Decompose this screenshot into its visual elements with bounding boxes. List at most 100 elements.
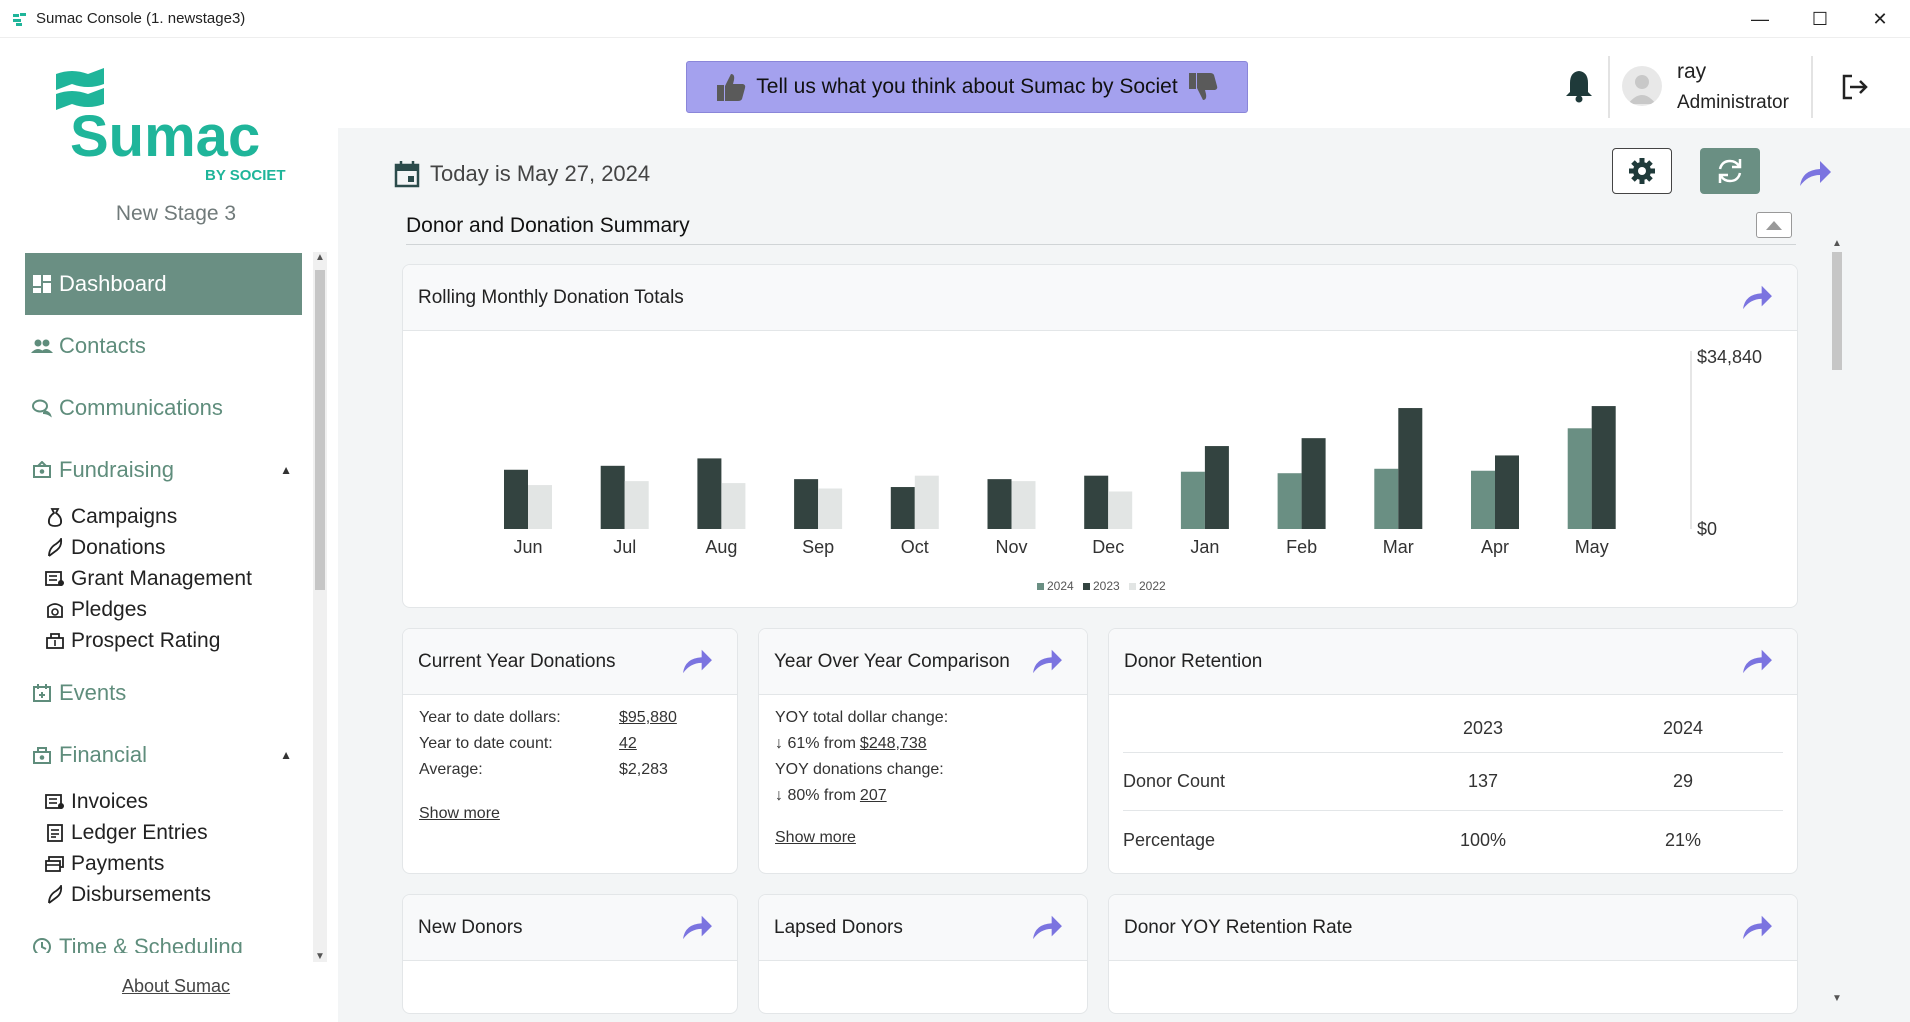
yoy-donations-link[interactable]: 207 [859,787,887,804]
logout-icon[interactable] [1840,72,1870,102]
sumac-logo: Sumac BY SOCIET [52,64,302,184]
donor-retention-card: Donor Retention 2023 2024 Donor Count 13… [1108,628,1798,874]
calendar-icon [394,161,420,188]
sidebar-item-financial[interactable]: Financial [25,724,302,786]
disbursements-icon [45,884,65,905]
current-year-values: Year to date dollars: $95,880 Year to da… [419,705,719,823]
close-button[interactable]: ✕ [1872,8,1888,29]
sidebar-item-events[interactable]: Events [25,662,302,724]
share-icon[interactable] [1741,647,1773,675]
gear-icon [1629,158,1655,184]
chart-bar-2023-Mar [1398,408,1423,529]
scroll-down-arrow-icon[interactable]: ▼ [1832,993,1842,1004]
x-tick-label: Mar [1383,537,1414,557]
pledges-icon [45,600,65,620]
sidebar-scrollbar[interactable]: ▲ ▼ [313,252,327,962]
window-controls: — ☐ ✕ [1730,0,1910,38]
thumbs-up-icon[interactable] [714,70,748,104]
sidebar-item-grant-management[interactable]: Grant Management [25,563,302,594]
logo-brand: Sumac [70,104,260,169]
sidebar-item-donations[interactable]: Donations [25,532,302,563]
share-icon[interactable] [681,913,713,941]
collapse-section-button[interactable] [1756,212,1792,238]
settings-button[interactable] [1612,148,1672,194]
donations-icon [45,537,65,558]
x-tick-label: Apr [1481,537,1509,557]
chart-bar-2024-Mar [1374,468,1399,529]
chart-bar-2023-Sep [794,479,819,529]
chart-bar-2022-Dec [1108,491,1133,529]
scroll-up-arrow-icon[interactable]: ▲ [1832,238,1842,249]
sidebar-item-communications[interactable]: Communications [25,377,302,439]
sidebar-item-pledges[interactable]: Pledges [25,594,302,625]
app-root: Sumac BY SOCIET New Stage 3 Dashboard Co… [0,38,1910,1022]
minimize-button[interactable]: — [1751,8,1769,29]
share-icon[interactable] [1741,913,1773,941]
card-title: Lapsed Donors [774,916,903,938]
card-title: Donor Retention [1124,650,1263,672]
user-name: ray [1677,60,1707,83]
bell-icon[interactable] [1562,68,1596,104]
sidebar-item-disbursements[interactable]: Disbursements [25,879,302,910]
section-title: Donor and Donation Summary [406,214,690,237]
x-tick-label: Aug [705,537,737,557]
ytd-count-link[interactable]: 42 [619,735,637,752]
chevron-up-icon[interactable]: ▲ [280,748,292,762]
chart-bar-2023-Jan [1204,446,1229,529]
show-more-link[interactable]: Show more [775,829,856,846]
chart-bar-2022-Oct [914,475,939,529]
feedback-banner[interactable]: Tell us what you think about Sumac by So… [686,61,1248,113]
new-donors-card: New Donors [402,894,738,1014]
share-icon[interactable] [1031,647,1063,675]
refresh-button[interactable] [1700,148,1760,194]
chart-bar-2023-Apr [1495,455,1519,529]
x-tick-label: Oct [901,537,929,557]
chevron-up-icon[interactable]: ▲ [280,463,292,477]
main-scrollbar[interactable]: ▲ ▼ [1830,238,1844,1004]
retention-table: 2023 2024 Donor Count 137 29 Percentage … [1123,705,1783,869]
legend-swatch [1083,583,1090,590]
app-icon [13,12,26,26]
sidebar-item-invoices[interactable]: Invoices [25,786,302,817]
share-icon[interactable] [681,647,713,675]
scroll-down-arrow-icon[interactable]: ▼ [315,951,325,962]
x-tick-label: Sep [802,537,834,557]
stage-name: New Stage 3 [115,202,237,225]
sidebar-item-prospect-rating[interactable]: Prospect Rating [25,625,302,656]
maximize-button[interactable]: ☐ [1811,8,1829,29]
sidebar-item-label: Contacts [59,333,146,358]
sidebar-item-payments[interactable]: Payments [25,848,302,879]
sidebar-item-fundraising[interactable]: Fundraising [25,439,302,501]
scroll-up-arrow-icon[interactable]: ▲ [315,252,325,263]
today-text: Today is May 27, 2024 [430,161,651,186]
sidebar-item-dashboard[interactable]: Dashboard [25,253,302,315]
sidebar-item-contacts[interactable]: Contacts [25,315,302,377]
ytd-dollars-link[interactable]: $95,880 [619,709,677,726]
retention-col-header: 2023 [1462,718,1504,738]
sidebar-section-fundraising: Fundraising ▲ Campaigns Donations Grant … [25,439,302,656]
sidebar-item-label: Events [59,680,127,705]
invoices-icon [45,792,65,812]
main-scroll-thumb[interactable] [1832,252,1842,370]
sidebar-item-ledger-entries[interactable]: Ledger Entries [25,817,302,848]
refresh-icon [1718,159,1742,183]
sidebar-item-time-scheduling[interactable]: Time & Scheduling [25,916,302,953]
x-tick-label: Dec [1092,537,1124,557]
sidebar-item-campaigns[interactable]: Campaigns [25,501,302,532]
sidebar-item-label: Time & Scheduling [59,934,243,953]
card-header: Donor YOY Retention Rate [1109,895,1797,961]
yoy-dollar-link[interactable]: $248,738 [859,735,927,752]
lapsed-donors-card: Lapsed Donors [758,894,1088,1014]
sidebar-scroll-thumb[interactable] [315,270,325,590]
sidebar-section-financial: Financial ▲ Invoices Ledger Entries Paym… [25,724,302,910]
about-sumac-link[interactable]: About Sumac [121,976,231,996]
share-icon[interactable] [1798,158,1832,188]
show-more-link[interactable]: Show more [419,805,500,822]
thumbs-down-icon[interactable] [1186,70,1220,104]
share-icon[interactable] [1741,283,1773,311]
sidebar: Sumac BY SOCIET New Stage 3 Dashboard Co… [0,38,338,1022]
share-icon[interactable] [1031,913,1063,941]
avatar[interactable] [1622,66,1662,106]
feedback-text: Tell us what you think about Sumac by So… [756,75,1178,98]
current-year-donations-card: Current Year Donations Year to date doll… [402,628,738,874]
